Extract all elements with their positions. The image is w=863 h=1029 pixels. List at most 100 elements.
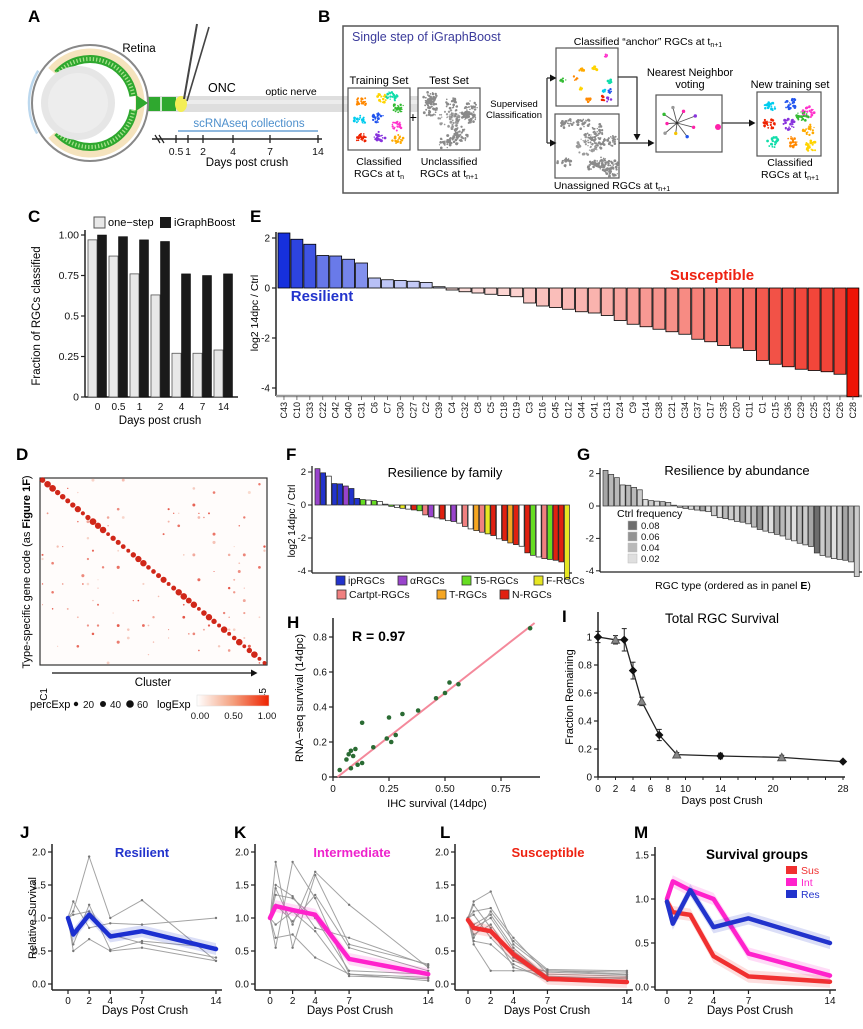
legend-one-step: one−step bbox=[108, 217, 154, 229]
r-value-label: R = 0.97 bbox=[352, 628, 406, 644]
panel-i-title: Total RGC Survival bbox=[665, 611, 779, 626]
panel-letter-k: K bbox=[234, 823, 247, 842]
panel-d-first-cluster: C1 bbox=[39, 688, 50, 701]
new-caption-1: Classified bbox=[767, 157, 813, 169]
svg-text:0.0: 0.0 bbox=[435, 980, 449, 991]
panel-g-xlabel: RGC type (ordered as in panel E) bbox=[655, 580, 811, 592]
panel-letter-l: L bbox=[440, 823, 450, 842]
svg-text:F-RGCs: F-RGCs bbox=[546, 575, 585, 587]
svg-text:7: 7 bbox=[545, 996, 551, 1007]
svg-text:0: 0 bbox=[264, 284, 270, 295]
svg-text:40: 40 bbox=[110, 700, 122, 711]
svg-text:0.04: 0.04 bbox=[641, 543, 660, 554]
svg-text:0: 0 bbox=[330, 784, 336, 795]
svg-text:7: 7 bbox=[200, 402, 206, 413]
panel-letter-d: D bbox=[16, 445, 28, 464]
panel-l-xlabel: Days Post Crush bbox=[504, 1005, 590, 1017]
svg-text:C21: C21 bbox=[667, 402, 677, 419]
svg-text:14: 14 bbox=[312, 146, 324, 158]
svg-text:0: 0 bbox=[73, 392, 79, 404]
svg-text:14: 14 bbox=[824, 996, 836, 1007]
panel-g-title: Resilience by abundance bbox=[664, 463, 809, 478]
nn-voting-label-2: voting bbox=[675, 79, 704, 91]
svg-text:-4: -4 bbox=[586, 566, 594, 577]
svg-text:0.25: 0.25 bbox=[379, 784, 399, 795]
panel-j-ylabel: Relative Survival bbox=[27, 877, 39, 959]
svg-text:7: 7 bbox=[346, 996, 352, 1007]
svg-text:0.00: 0.00 bbox=[191, 711, 210, 722]
svg-text:0.5: 0.5 bbox=[235, 947, 249, 958]
svg-text:1.5: 1.5 bbox=[235, 881, 249, 892]
svg-text:1: 1 bbox=[185, 146, 191, 158]
svg-text:0.2: 0.2 bbox=[578, 745, 592, 756]
svg-text:C22: C22 bbox=[318, 402, 328, 419]
svg-text:C30: C30 bbox=[395, 402, 405, 419]
panel-h-ylabel: RNA−seq survival (14dpc) bbox=[294, 634, 306, 762]
svg-text:C42: C42 bbox=[331, 402, 341, 419]
panel-h-chart: 0 0.2 0.4 0.6 0.8 0 0.25 0.50 0.75 bbox=[313, 618, 540, 795]
svg-text:0: 0 bbox=[586, 773, 592, 784]
svg-text:4: 4 bbox=[107, 996, 113, 1007]
svg-text:0.5: 0.5 bbox=[32, 947, 46, 958]
panel-f-chart: 2 0 -2 -4 ipRGCs αRGCs T5-RGCs F-RGCs Cartpt-RGC… bbox=[298, 466, 585, 601]
svg-text:2: 2 bbox=[264, 234, 270, 245]
svg-text:Int: Int bbox=[801, 877, 813, 889]
panel-a-xlabel: Days post crush bbox=[206, 157, 288, 169]
new-caption-2: RGCs at tn+1 bbox=[761, 169, 819, 182]
training-caption-1: Classified bbox=[356, 156, 402, 168]
svg-text:C38: C38 bbox=[654, 402, 664, 419]
svg-text:N-RGCs: N-RGCs bbox=[512, 589, 552, 601]
svg-text:4: 4 bbox=[630, 784, 636, 795]
svg-text:C35: C35 bbox=[719, 402, 729, 419]
svg-text:0: 0 bbox=[267, 996, 273, 1007]
svg-text:0.4: 0.4 bbox=[313, 703, 327, 714]
svg-text:7: 7 bbox=[267, 146, 273, 158]
supervised-label-1: Supervised bbox=[490, 99, 538, 110]
svg-text:14: 14 bbox=[715, 784, 727, 795]
panel-j-title: Resilient bbox=[115, 845, 170, 860]
svg-text:2: 2 bbox=[613, 784, 619, 795]
svg-text:C6: C6 bbox=[369, 402, 379, 414]
svg-text:Sus: Sus bbox=[801, 865, 819, 877]
svg-text:-2: -2 bbox=[586, 533, 594, 544]
panel-g-chart: 2 0 -2 -4 0.080.060.040.02 bbox=[586, 468, 862, 577]
svg-text:8: 8 bbox=[665, 784, 671, 795]
svg-text:0.4: 0.4 bbox=[578, 717, 592, 728]
panel-b-graphic bbox=[342, 25, 839, 194]
svg-text:C7: C7 bbox=[382, 402, 392, 414]
panel-c-ylabel: Fraction of RGCs classified bbox=[31, 246, 43, 385]
svg-text:C36: C36 bbox=[783, 402, 793, 419]
svg-text:0: 0 bbox=[65, 996, 71, 1007]
svg-text:C28: C28 bbox=[848, 402, 858, 419]
panel-letter-j: J bbox=[20, 823, 29, 842]
panel-i-xlabel: Days post Crush bbox=[681, 795, 762, 807]
svg-text:0.5: 0.5 bbox=[64, 311, 79, 323]
svg-text:0.50: 0.50 bbox=[435, 784, 455, 795]
svg-text:0: 0 bbox=[595, 784, 601, 795]
panel-d-xlabel: Cluster bbox=[135, 677, 172, 689]
nn-voting-label-1: Nearest Neighbor bbox=[647, 67, 734, 79]
svg-text:C4: C4 bbox=[447, 402, 457, 414]
svg-text:14: 14 bbox=[621, 996, 633, 1007]
svg-text:C39: C39 bbox=[434, 402, 444, 419]
svg-text:2: 2 bbox=[687, 996, 693, 1007]
panel-h-xlabel: IHC survival (14dpc) bbox=[387, 798, 487, 810]
optic-nerve-label: optic nerve bbox=[265, 86, 317, 98]
panel-letter-e: E bbox=[250, 207, 261, 226]
svg-text:0: 0 bbox=[95, 402, 101, 413]
svg-text:C45: C45 bbox=[550, 402, 560, 419]
svg-text:14: 14 bbox=[218, 402, 230, 413]
ctrl-frequency-label: Ctrl frequency bbox=[617, 508, 683, 520]
svg-text:C18: C18 bbox=[499, 402, 509, 419]
svg-text:1.0: 1.0 bbox=[435, 914, 449, 925]
svg-text:C1: C1 bbox=[757, 402, 767, 414]
svg-text:2: 2 bbox=[589, 469, 594, 480]
svg-text:0.50: 0.50 bbox=[224, 711, 243, 722]
panel-d-ylabel: Type-specific gene code (as Figure 1F) bbox=[21, 475, 33, 668]
svg-text:4: 4 bbox=[711, 996, 717, 1007]
svg-text:1: 1 bbox=[137, 402, 143, 413]
svg-text:T-RGCs: T-RGCs bbox=[449, 589, 487, 601]
svg-text:4: 4 bbox=[179, 402, 185, 413]
svg-text:C3: C3 bbox=[525, 402, 535, 414]
